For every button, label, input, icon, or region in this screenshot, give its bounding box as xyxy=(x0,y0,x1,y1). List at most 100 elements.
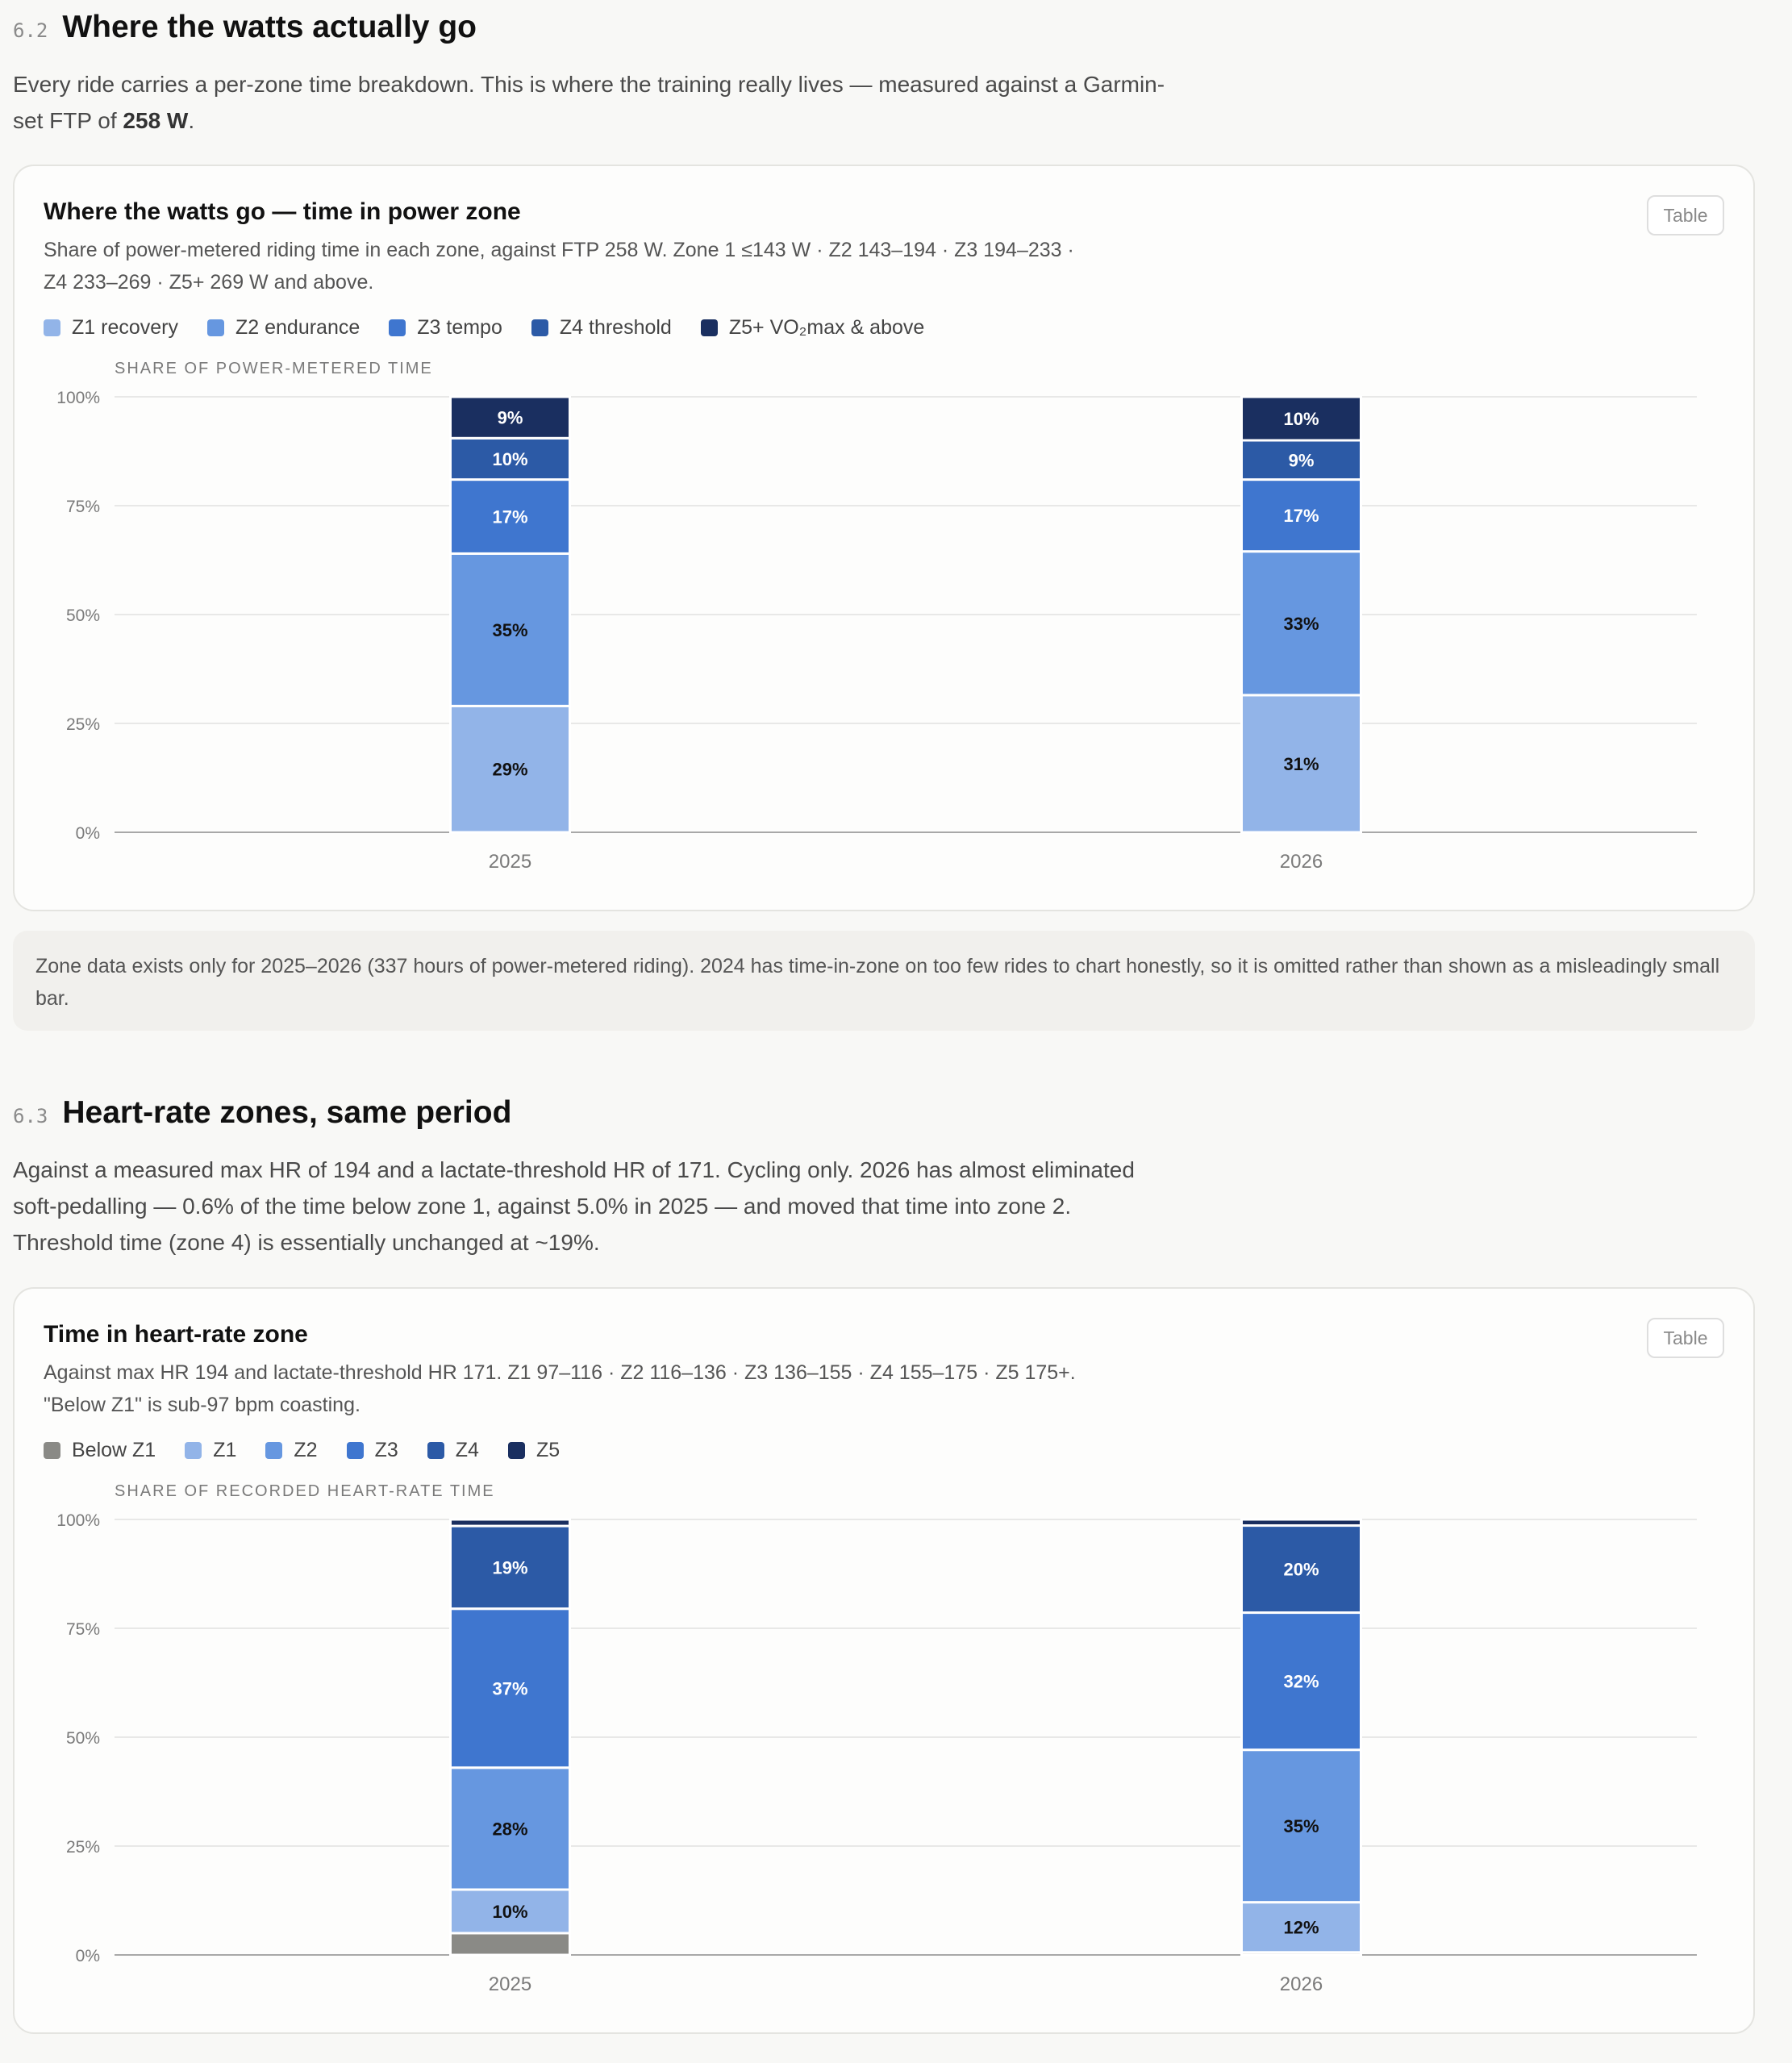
legend-label: Z4 xyxy=(455,1439,479,1461)
legend-swatch xyxy=(44,1442,60,1459)
data-label: 17% xyxy=(1283,506,1319,526)
legend-label: Z2 xyxy=(294,1439,318,1461)
data-label: 12% xyxy=(1283,1918,1319,1938)
legend-swatch xyxy=(185,1442,202,1459)
legend-item-z5: Z5+ VO₂max & above xyxy=(700,316,925,340)
section-heading: 6.3 Heart-rate zones, same period xyxy=(13,1095,511,1131)
section-title: Heart-rate zones, same period xyxy=(62,1095,512,1130)
data-label: 9% xyxy=(498,408,523,428)
x-tick-label: 2025 xyxy=(489,851,531,873)
card-title: Where the watts go — time in power zone xyxy=(44,198,521,225)
table-toggle-button[interactable]: Table xyxy=(1647,195,1724,235)
data-label: 20% xyxy=(1283,1560,1319,1580)
y-tick-label: 100% xyxy=(56,389,100,407)
bar-segment xyxy=(1240,478,1362,553)
info-note: Zone data exists only for 2025–2026 (337… xyxy=(13,931,1755,1031)
bar-segment xyxy=(1240,694,1362,834)
section-lead: Every ride carries a per-zone time break… xyxy=(13,66,1166,139)
legend-swatch xyxy=(507,1442,525,1459)
y-tick-label: 75% xyxy=(66,498,100,516)
y-tick-label: 0% xyxy=(76,1947,100,1965)
card-subtitle: Share of power-metered riding time in ea… xyxy=(44,239,1074,294)
legend-item-z5: Z5 xyxy=(507,1439,561,1462)
data-label: 28% xyxy=(492,1819,527,1839)
data-label: 17% xyxy=(492,507,527,527)
data-label: 29% xyxy=(492,760,527,780)
bar-segment xyxy=(1240,550,1362,697)
bar-segment xyxy=(449,436,571,481)
y-axis-label: SHARE OF RECORDED HEART-RATE TIME xyxy=(115,1482,495,1500)
legend-item-z3: Z3 xyxy=(346,1439,398,1462)
bar-segment xyxy=(449,1607,571,1769)
y-tick-label: 0% xyxy=(76,824,100,843)
bar-segment xyxy=(449,1766,571,1891)
section-lead: Against a measured max HR of 194 and a l… xyxy=(13,1157,1135,1255)
legend-swatch xyxy=(389,319,406,336)
y-tick-label: 50% xyxy=(66,606,100,625)
bar-segment xyxy=(1240,1901,1362,1954)
data-label: 31% xyxy=(1283,754,1319,774)
data-label: 9% xyxy=(1289,450,1315,470)
legend-swatch xyxy=(427,1442,444,1459)
legend-swatch xyxy=(346,1442,364,1459)
bar-segment xyxy=(449,1524,571,1611)
legend-item-z1: Z1 xyxy=(185,1439,236,1462)
section-title: Where the watts actually go xyxy=(62,10,477,44)
chart-legend: Z1 recovery Z2 endurance Z3 tempo Z4 thr… xyxy=(44,316,953,340)
legend-swatch xyxy=(700,319,718,336)
power-zone-chart: 0% 25% 50% 75% 100% 29% 35% 17% 10% 9% 2025 31% 33% 1… xyxy=(56,389,1697,873)
legend-label: Z3 tempo xyxy=(417,316,502,339)
chart-legend: Below Z1 Z1 Z2 Z3 Z4 Z5 xyxy=(44,1439,589,1462)
hr-zone-card: Time in heart-rate zone Against max HR 1… xyxy=(13,1287,1755,2034)
bar-segment xyxy=(449,1932,571,1957)
data-label: 37% xyxy=(492,1678,527,1698)
bar-segment xyxy=(1240,1748,1362,1904)
legend-item-z1: Z1 recovery xyxy=(44,316,178,340)
legend-item-z2: Z2 endurance xyxy=(206,316,360,340)
data-label: 10% xyxy=(1283,409,1319,429)
legend-label: Z5+ VO₂max & above xyxy=(728,316,925,339)
legend-item-z3: Z3 tempo xyxy=(389,316,502,340)
y-tick-label: 75% xyxy=(66,1620,100,1639)
legend-swatch xyxy=(531,319,548,336)
legend-item-below-z1: Below Z1 xyxy=(44,1439,156,1462)
legend-label: Z3 xyxy=(374,1439,398,1461)
section-heading: 6.2 Where the watts actually go xyxy=(13,10,477,45)
lead-ftp-value: 258 W xyxy=(123,108,189,133)
y-tick-label: 50% xyxy=(66,1729,100,1748)
bar-segment xyxy=(1240,1518,1362,1527)
legend-swatch xyxy=(44,319,60,336)
data-label: 10% xyxy=(492,1902,527,1922)
bar-segment xyxy=(1240,395,1362,442)
legend-item-z4: Z4 xyxy=(427,1439,479,1462)
lead-text: Every ride carries a per-zone time break… xyxy=(13,72,1165,133)
x-tick-label: 2025 xyxy=(489,1973,531,1995)
y-tick-label: 25% xyxy=(66,1838,100,1857)
table-toggle-button[interactable]: Table xyxy=(1647,1318,1724,1358)
legend-swatch xyxy=(206,319,224,336)
legend-label: Z1 recovery xyxy=(72,316,178,339)
card-title: Time in heart-rate zone xyxy=(44,1321,308,1348)
card-subtitle: Against max HR 194 and lactate-threshold… xyxy=(44,1361,1076,1416)
data-label: 10% xyxy=(492,449,527,469)
bar-segment xyxy=(449,552,571,707)
legend-label: Z5 xyxy=(536,1439,561,1461)
x-tick-label: 2026 xyxy=(1280,851,1323,873)
data-label: 33% xyxy=(1283,614,1319,634)
legend-swatch xyxy=(265,1442,283,1459)
data-label: 19% xyxy=(492,1557,527,1577)
legend-label: Z1 xyxy=(213,1439,237,1461)
section-number: 6.3 xyxy=(13,1105,48,1127)
bar-segment xyxy=(449,395,571,440)
bar-segment xyxy=(1240,1524,1362,1615)
hr-zone-chart: 0% 25% 50% 75% 100% 10% 28% 37% 19% 2025 12% 35% 32%… xyxy=(56,1511,1697,1995)
y-tick-label: 25% xyxy=(66,715,100,734)
data-label: 32% xyxy=(1283,1672,1319,1692)
bar-segment xyxy=(449,1518,571,1527)
data-label: 35% xyxy=(1283,1816,1319,1836)
legend-label: Z4 threshold xyxy=(559,316,672,339)
x-tick-label: 2026 xyxy=(1280,1973,1323,1995)
bar-segment xyxy=(1240,1611,1362,1752)
legend-item-z2: Z2 xyxy=(265,1439,318,1462)
